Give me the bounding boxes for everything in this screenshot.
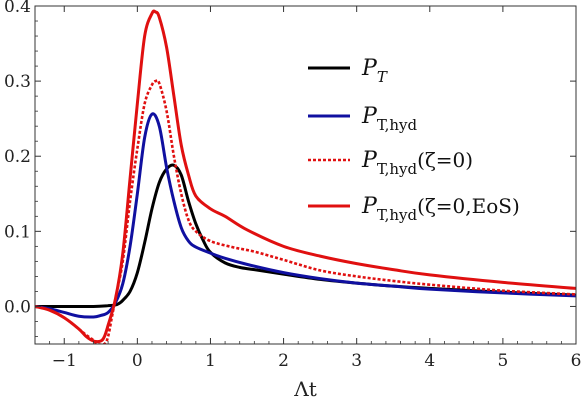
legend-entry-pt-hyd: PT,hyd bbox=[308, 104, 418, 134]
x-tick-label: 2 bbox=[278, 351, 289, 371]
x-tick-label: 6 bbox=[571, 351, 581, 371]
legend-entry-pt: PT bbox=[308, 56, 388, 86]
y-tick-label: 0.1 bbox=[4, 222, 31, 242]
y-tick-label: 0.4 bbox=[4, 0, 31, 17]
series-lines bbox=[35, 9, 576, 344]
legend-entry-pt-hyd-zeta0-eos: PT,hyd(ζ=0,EoS) bbox=[308, 194, 520, 224]
legend-label: PT,hyd bbox=[361, 104, 418, 134]
x-tick-label: 4 bbox=[424, 351, 435, 371]
x-tick-label: 3 bbox=[351, 351, 362, 371]
legend-label: PT,hyd(ζ=0) bbox=[361, 148, 473, 178]
series-line-pt bbox=[35, 163, 576, 308]
plot-border bbox=[34, 5, 577, 345]
legend-label: PT,hyd(ζ=0,EoS) bbox=[361, 194, 520, 224]
legend: PT PT,hyd PT,hyd(ζ=0) PT,hyd(ζ=0,EoS) bbox=[308, 56, 520, 224]
y-tick-label: 0.0 bbox=[4, 297, 31, 317]
legend-label: PT bbox=[361, 56, 388, 86]
x-axis-title: Λt bbox=[293, 377, 316, 401]
x-tick-label: 1 bbox=[205, 351, 216, 371]
y-tick-label: 0.2 bbox=[4, 147, 31, 167]
x-tick-label: 0 bbox=[132, 351, 143, 371]
series-line-pt-hyd bbox=[35, 112, 576, 319]
plot-frame bbox=[34, 5, 577, 345]
axes: −1 0 1 2 3 4 5 6 0.0 0.1 0.2 0.3 0.4 bbox=[4, 0, 581, 371]
y-tick-label: 0.3 bbox=[4, 72, 31, 92]
legend-entry-pt-hyd-zeta0: PT,hyd(ζ=0) bbox=[308, 148, 473, 178]
x-tick-label: −1 bbox=[52, 351, 77, 371]
x-tick-label: 5 bbox=[497, 351, 508, 371]
series-line-pt-hyd-zeta0-eos bbox=[35, 9, 576, 344]
